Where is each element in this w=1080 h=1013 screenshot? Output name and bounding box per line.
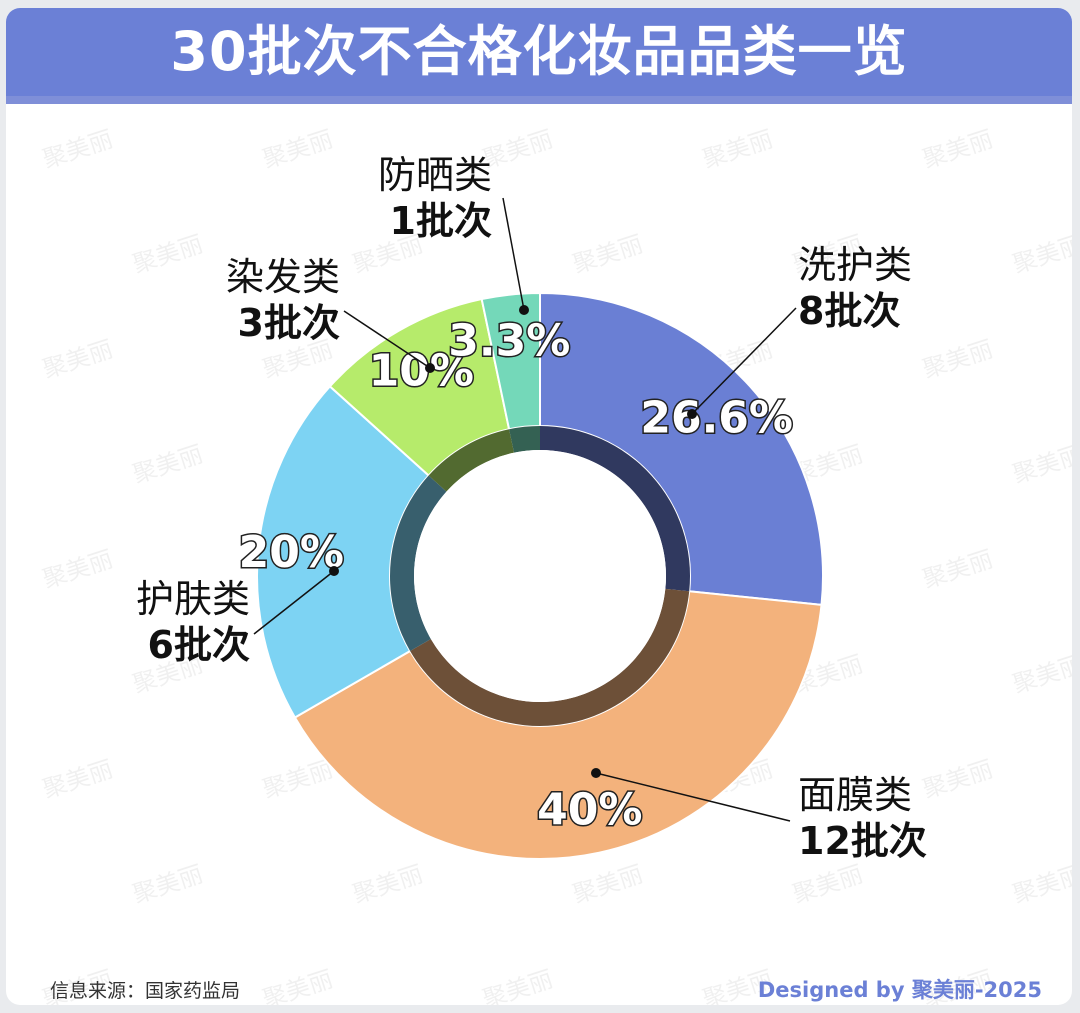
watermark-text: 聚美丽	[1009, 650, 1072, 699]
donut-inner-ring	[390, 475, 447, 651]
slice-percent-label: 10%	[369, 346, 474, 397]
callout-leader-line	[691, 307, 797, 415]
watermark-text: 聚美丽	[259, 125, 336, 174]
slice-batch-label: 8批次	[798, 289, 900, 333]
watermark-text: 聚美丽	[569, 860, 646, 909]
slice-percent-label: 40%	[537, 785, 642, 836]
watermark-text: 聚美丽	[1009, 440, 1072, 489]
watermark-text: 聚美丽	[39, 335, 116, 384]
title-bar	[6, 8, 1072, 104]
watermark-text: 聚美丽	[129, 230, 206, 279]
chart-title: 30批次不合格化妆品品类一览	[170, 20, 908, 83]
watermark-text: 聚美丽	[699, 125, 776, 174]
slice-category-label: 面膜类	[798, 773, 912, 817]
callout-dot	[329, 566, 339, 576]
designer-credit: Designed by 聚美丽-2025	[757, 978, 1042, 1002]
callout-leader-line	[253, 570, 335, 635]
donut-inner-ring	[509, 426, 540, 453]
watermark-text: 聚美丽	[129, 860, 206, 909]
callout-dot	[687, 409, 697, 419]
slice-batch-label: 6批次	[148, 623, 250, 667]
callout-leader-line	[595, 772, 791, 822]
watermark-text: 聚美丽	[39, 125, 116, 174]
slice-percent-label: 3.3%	[448, 315, 570, 366]
donut-inner-ring	[410, 588, 690, 726]
watermark-text: 聚美丽	[919, 545, 996, 594]
donut-chart: 聚美丽 聚美丽 聚美丽 聚美丽 聚美丽聚美丽 聚美丽 聚美丽 聚美丽 聚美丽聚美丽 聚美丽 聚美丽聚…	[39, 125, 1072, 1005]
slice-category-label: 护肤类	[136, 577, 250, 621]
slice-percent-label: 26.6%	[640, 393, 793, 444]
watermark-text: 聚美丽	[349, 860, 426, 909]
donut-inner-ring	[428, 429, 515, 492]
watermark-text: 聚美丽	[39, 545, 116, 594]
slice-batch-label: 1批次	[390, 199, 492, 243]
slice-category-label: 染发类	[226, 255, 340, 299]
watermark-text: 聚美丽	[919, 125, 996, 174]
watermark-text: 聚美丽	[569, 230, 646, 279]
callout-dot	[425, 363, 435, 373]
callout-dot	[519, 305, 529, 315]
watermark-text: 聚美丽	[129, 440, 206, 489]
slice-batch-label: 12批次	[798, 819, 927, 863]
watermark-text: 聚美丽	[259, 965, 336, 1005]
watermark-text: 聚美丽	[1009, 860, 1072, 909]
slice-batch-label: 3批次	[238, 301, 340, 345]
callout-dot	[591, 768, 601, 778]
slice-percent-label: 20%	[239, 527, 344, 578]
callout-leader-line	[343, 310, 431, 369]
slice-category-label: 洗护类	[798, 243, 912, 287]
watermark-text: 聚美丽	[919, 755, 996, 804]
watermark-text: 聚美丽	[919, 335, 996, 384]
watermark-text: 聚美丽	[789, 860, 866, 909]
watermark-text: 聚美丽	[259, 755, 336, 804]
chart-card: 30批次不合格化妆品品类一览 聚美丽 聚美丽 聚美丽 聚美丽 聚美丽 聚美丽 聚美丽 聚美丽聚…	[6, 8, 1072, 1005]
donut-hole	[414, 450, 666, 702]
slice-category-label: 防晒类	[378, 153, 492, 197]
donut-inner-ring	[540, 426, 691, 592]
watermark-text: 聚美丽	[39, 755, 116, 804]
source-note: 信息来源：国家药监局	[50, 980, 241, 1002]
watermark-text: 聚美丽	[1009, 230, 1072, 279]
watermark-text: 聚美丽	[479, 965, 556, 1005]
callout-leader-line	[502, 197, 525, 311]
